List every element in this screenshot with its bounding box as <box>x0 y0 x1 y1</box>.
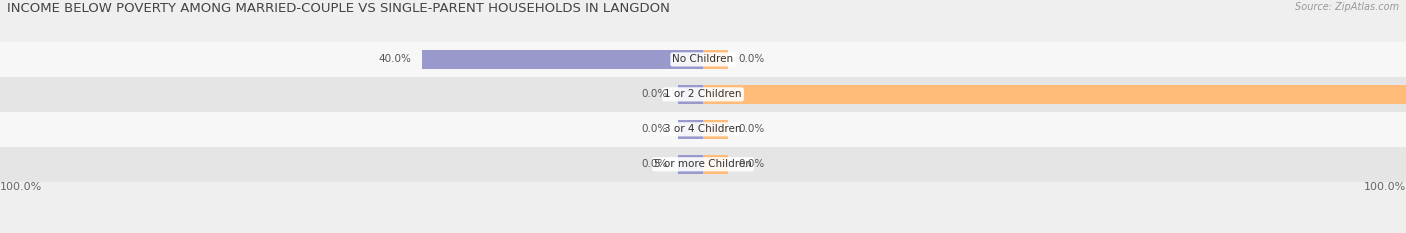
Legend: Married Couples, Single Parents: Married Couples, Single Parents <box>592 230 814 233</box>
Text: 0.0%: 0.0% <box>738 159 765 169</box>
Bar <box>0 147 1406 182</box>
Bar <box>678 120 703 139</box>
Text: 1 or 2 Children: 1 or 2 Children <box>664 89 742 99</box>
Text: 0.0%: 0.0% <box>641 159 668 169</box>
Text: 40.0%: 40.0% <box>378 55 412 64</box>
Text: 0.0%: 0.0% <box>738 55 765 64</box>
Text: 3 or 4 Children: 3 or 4 Children <box>664 124 742 134</box>
Bar <box>422 50 703 69</box>
Text: No Children: No Children <box>672 55 734 64</box>
Bar <box>0 42 1406 77</box>
Text: 0.0%: 0.0% <box>738 124 765 134</box>
Text: 0.0%: 0.0% <box>641 89 668 99</box>
Text: INCOME BELOW POVERTY AMONG MARRIED-COUPLE VS SINGLE-PARENT HOUSEHOLDS IN LANGDON: INCOME BELOW POVERTY AMONG MARRIED-COUPL… <box>7 2 669 15</box>
Text: Source: ZipAtlas.com: Source: ZipAtlas.com <box>1295 2 1399 12</box>
Bar <box>0 77 1406 112</box>
Bar <box>703 50 728 69</box>
Bar <box>0 112 1406 147</box>
Text: 5 or more Children: 5 or more Children <box>654 159 752 169</box>
Text: 0.0%: 0.0% <box>641 124 668 134</box>
Bar <box>678 85 703 104</box>
Bar <box>703 155 728 174</box>
Bar <box>703 85 1406 104</box>
Bar <box>678 155 703 174</box>
Text: 100.0%: 100.0% <box>1364 182 1406 192</box>
Text: 100.0%: 100.0% <box>0 182 42 192</box>
Bar <box>703 120 728 139</box>
